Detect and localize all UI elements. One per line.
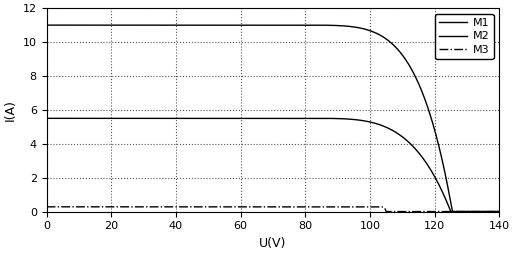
X-axis label: U(V): U(V) <box>259 237 287 250</box>
Legend: M1, M2, M3: M1, M2, M3 <box>435 14 494 59</box>
Y-axis label: I(A): I(A) <box>4 99 17 121</box>
